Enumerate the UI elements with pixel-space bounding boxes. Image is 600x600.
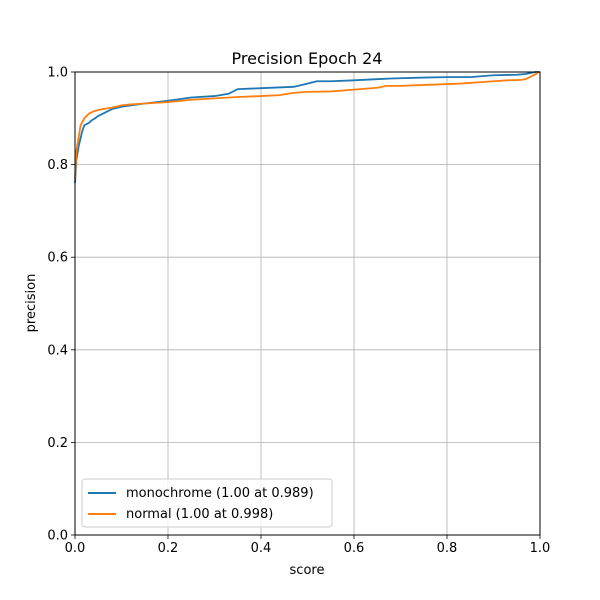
x-tick-label: 0.6: [344, 541, 365, 556]
y-tick-label: 0.8: [47, 158, 68, 173]
plot-frame: [74, 71, 541, 536]
y-tick-label: 0.6: [47, 251, 68, 266]
x-tick-label: 0.2: [158, 541, 179, 556]
legend: monochrome (1.00 at 0.989) normal (1.00 …: [81, 478, 333, 528]
series-lines: [74, 71, 540, 184]
y-tick-label: 0.2: [47, 436, 68, 451]
grid: [74, 71, 541, 536]
y-tick-label: 0.0: [47, 529, 68, 544]
y-axis-label: precision: [24, 274, 39, 333]
x-tick-label: 0.4: [251, 541, 272, 556]
axis-ticks: 0.0 0.2 0.4 0.6 0.8 1.0 0.0 0.2 0.4 0.6 0.8 1.0: [47, 66, 550, 557]
series-line-normal: [74, 71, 540, 179]
series-line-monochrome: [74, 71, 540, 184]
y-tick-label: 1.0: [47, 66, 68, 81]
legend-label-monochrome: monochrome (1.00 at 0.989): [126, 486, 314, 501]
x-tick-label: 0.0: [65, 541, 86, 556]
legend-box: [81, 478, 333, 528]
chart-title: Precision Epoch 24: [232, 49, 383, 68]
legend-label-normal: normal (1.00 at 0.998): [126, 507, 273, 522]
y-tick-label: 0.4: [47, 343, 68, 358]
x-tick-label: 1.0: [530, 541, 551, 556]
x-axis-label: score: [290, 563, 325, 578]
x-tick-label: 0.8: [437, 541, 458, 556]
